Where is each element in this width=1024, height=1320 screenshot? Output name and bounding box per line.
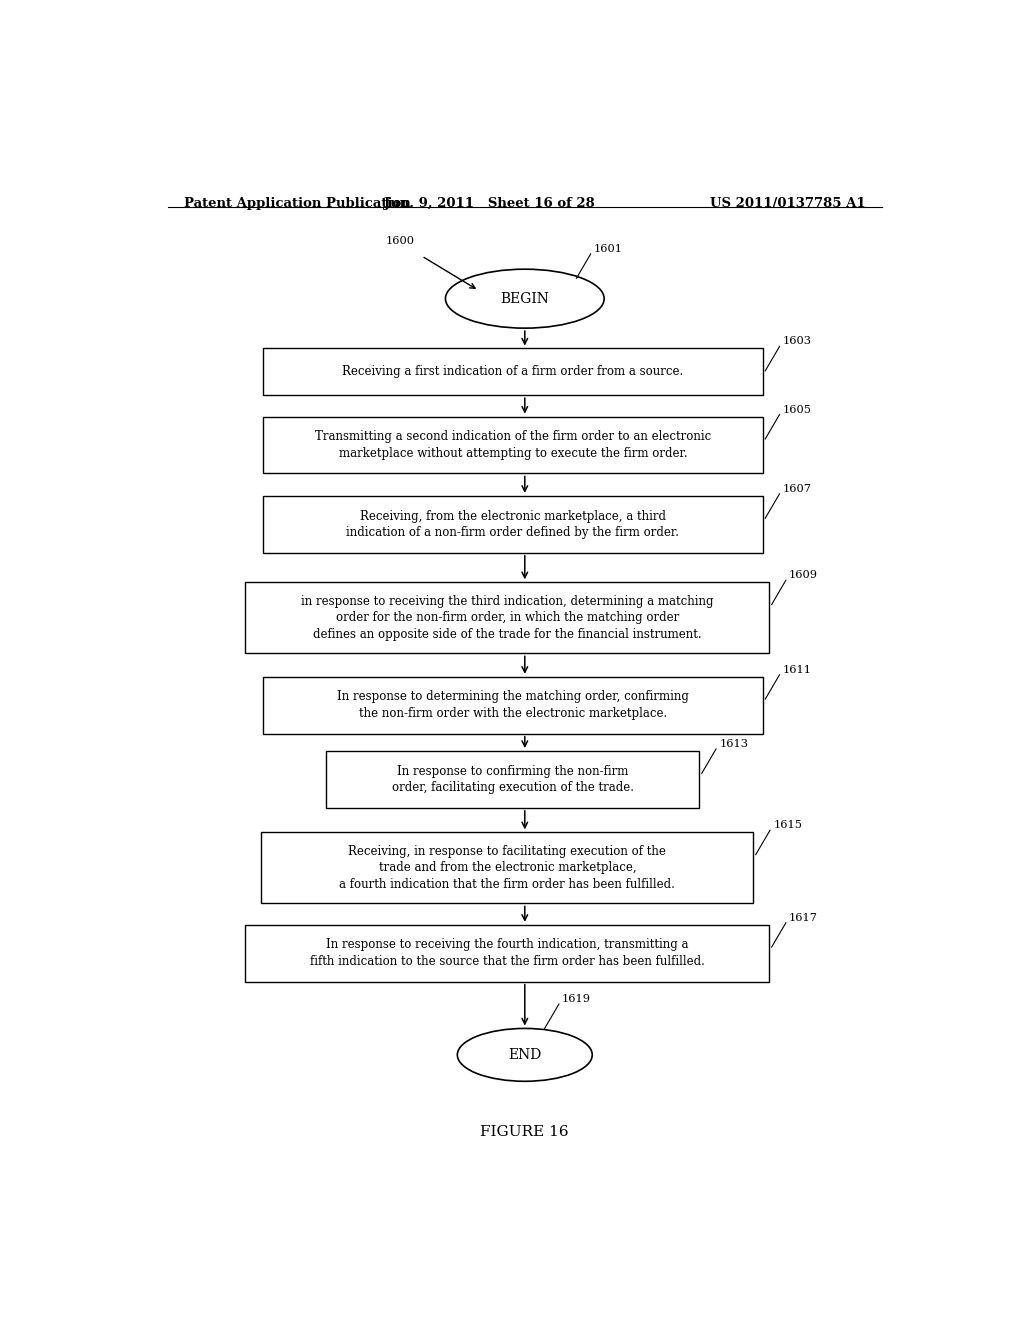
FancyBboxPatch shape <box>263 348 763 395</box>
Text: BEGIN: BEGIN <box>501 292 549 306</box>
Text: Patent Application Publication: Patent Application Publication <box>183 197 411 210</box>
Text: 1603: 1603 <box>782 337 812 346</box>
Text: 1601: 1601 <box>594 244 623 253</box>
FancyBboxPatch shape <box>246 582 769 653</box>
Text: US 2011/0137785 A1: US 2011/0137785 A1 <box>711 197 866 210</box>
Text: In response to confirming the non-firm
order, facilitating execution of the trad: In response to confirming the non-firm o… <box>392 764 634 795</box>
Text: 1600: 1600 <box>386 236 415 246</box>
Text: In response to determining the matching order, confirming
the non-firm order wit: In response to determining the matching … <box>337 690 689 719</box>
Text: END: END <box>508 1048 542 1061</box>
Text: 1605: 1605 <box>782 404 812 414</box>
FancyBboxPatch shape <box>246 925 769 982</box>
Text: 1611: 1611 <box>782 665 812 675</box>
FancyBboxPatch shape <box>327 751 699 808</box>
FancyBboxPatch shape <box>263 496 763 553</box>
Text: Jun. 9, 2011   Sheet 16 of 28: Jun. 9, 2011 Sheet 16 of 28 <box>384 197 595 210</box>
Text: Receiving, in response to facilitating execution of the
trade and from the elect: Receiving, in response to facilitating e… <box>339 845 675 891</box>
Text: 1607: 1607 <box>782 484 812 494</box>
FancyBboxPatch shape <box>263 417 763 474</box>
Text: 1617: 1617 <box>790 912 818 923</box>
Text: 1619: 1619 <box>562 994 591 1005</box>
Text: FIGURE 16: FIGURE 16 <box>480 1125 569 1139</box>
Ellipse shape <box>445 269 604 329</box>
Text: 1615: 1615 <box>773 820 802 830</box>
FancyBboxPatch shape <box>261 833 754 903</box>
Text: in response to receiving the third indication, determining a matching
order for : in response to receiving the third indic… <box>301 595 714 640</box>
Text: Receiving, from the electronic marketplace, a third
indication of a non-firm ord: Receiving, from the electronic marketpla… <box>346 510 679 539</box>
Text: In response to receiving the fourth indication, transmitting a
fifth indication : In response to receiving the fourth indi… <box>310 939 705 968</box>
Ellipse shape <box>458 1028 592 1081</box>
Text: 1613: 1613 <box>719 739 749 748</box>
FancyBboxPatch shape <box>263 677 763 734</box>
Text: Receiving a first indication of a firm order from a source.: Receiving a first indication of a firm o… <box>342 366 684 379</box>
Text: 1609: 1609 <box>790 570 818 581</box>
Text: Transmitting a second indication of the firm order to an electronic
marketplace : Transmitting a second indication of the … <box>314 430 711 459</box>
